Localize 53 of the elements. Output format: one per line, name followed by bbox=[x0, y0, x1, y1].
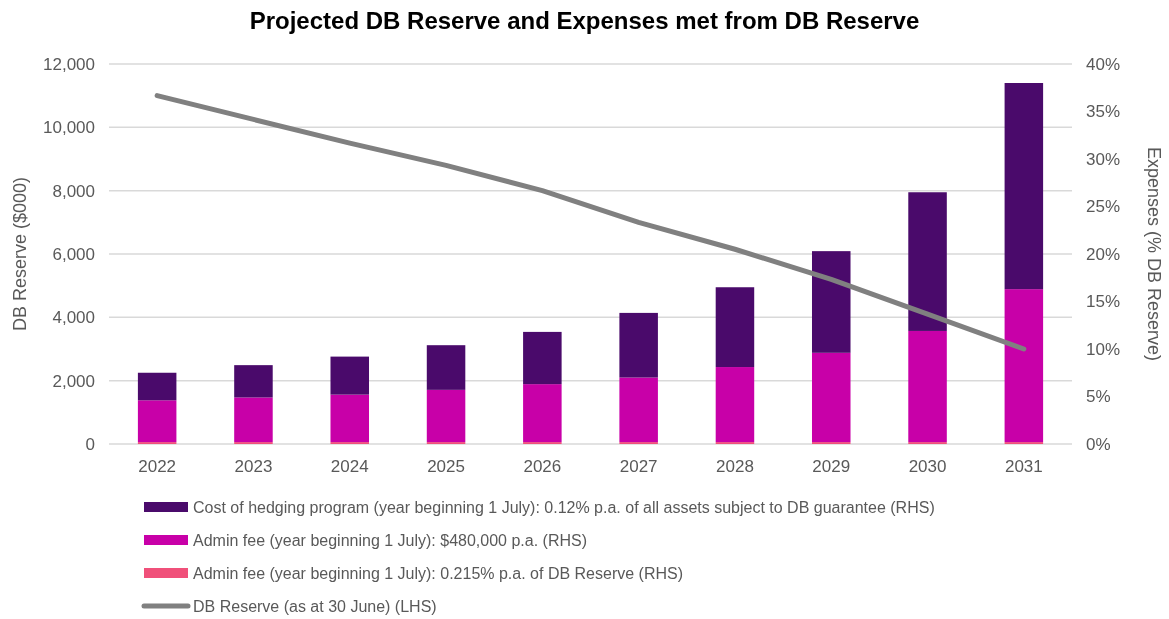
bar bbox=[811, 251, 851, 353]
bar bbox=[137, 400, 177, 443]
y-tick-label: 10,000 bbox=[43, 118, 95, 138]
x-tick-label: 2031 bbox=[1004, 457, 1043, 476]
x-tick-label: 2025 bbox=[427, 457, 465, 476]
legend-label: Admin fee (year beginning 1 July): $480,000 p.a. (RHS) bbox=[193, 531, 587, 549]
y2-tick-label: 30% bbox=[1086, 149, 1121, 169]
bar bbox=[234, 397, 273, 443]
y2-tick-label: 40% bbox=[1086, 54, 1121, 74]
y2-tick-label: 35% bbox=[1086, 102, 1121, 122]
x-tick-label: 2027 bbox=[619, 457, 658, 476]
y2-tick-label: 10% bbox=[1086, 339, 1121, 359]
y2-tick-label: 5% bbox=[1086, 387, 1111, 407]
y-axis-title: DB Reserve ($000) bbox=[10, 176, 30, 332]
x-tick-label: 2028 bbox=[716, 457, 754, 476]
legend-label: Cost of hedging program (year beginning 1 July): 0.12% p.a. of all assets subject to DB guarantee (RHS) bbox=[193, 498, 935, 516]
bar bbox=[908, 330, 947, 443]
legend-label: Admin fee (year beginning 1 July): 0.215% p.a. of DB Reserve (RHS) bbox=[193, 564, 684, 582]
bar bbox=[523, 331, 562, 385]
bar bbox=[137, 372, 177, 401]
y-tick-label: 4,000 bbox=[52, 308, 95, 328]
y-tick-label: 6,000 bbox=[52, 244, 95, 264]
bar bbox=[908, 192, 947, 331]
bar bbox=[811, 352, 851, 443]
x-tick-label: 2029 bbox=[812, 457, 851, 476]
legend-label: DB Reserve (as at 30 June) (LHS) bbox=[193, 597, 437, 615]
bar bbox=[426, 389, 466, 443]
x-tick-label: 2022 bbox=[138, 457, 177, 476]
x-tick-label: 2023 bbox=[234, 457, 273, 476]
bar bbox=[330, 394, 370, 443]
x-tick-label: 2030 bbox=[908, 457, 947, 476]
bar bbox=[426, 345, 466, 390]
y2-tick-label: 20% bbox=[1086, 244, 1121, 264]
x-tick-label: 2026 bbox=[523, 457, 562, 476]
y2-tick-label: 25% bbox=[1086, 197, 1121, 217]
y-tick-label: 8,000 bbox=[52, 181, 95, 201]
bar bbox=[715, 287, 755, 368]
x-tick-label: 2024 bbox=[330, 457, 369, 476]
y2-tick-label: 15% bbox=[1086, 292, 1121, 312]
bar bbox=[619, 377, 658, 443]
y-tick-label: 12,000 bbox=[43, 54, 95, 74]
y2-tick-label: 0% bbox=[1086, 434, 1111, 454]
bar bbox=[330, 356, 370, 395]
bar bbox=[619, 312, 658, 378]
y-tick-label: 0 bbox=[85, 434, 95, 454]
bar bbox=[715, 367, 755, 443]
bar bbox=[1004, 83, 1044, 290]
bar bbox=[234, 365, 273, 398]
chart-title: Projected DB Reserve and Expenses met from DB Reserve bbox=[249, 7, 920, 34]
y-tick-label: 2,000 bbox=[52, 371, 95, 391]
bar bbox=[1004, 289, 1044, 443]
y2-axis-title: Expenses (% DB Reserve) bbox=[1144, 146, 1164, 362]
bar bbox=[523, 384, 562, 443]
